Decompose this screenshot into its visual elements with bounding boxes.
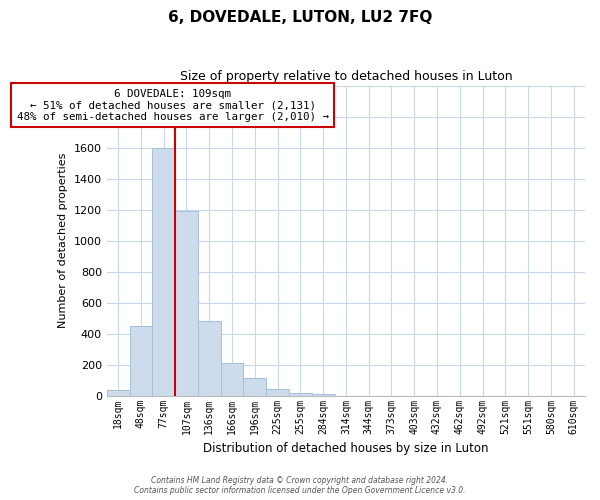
Bar	[198, 321, 221, 396]
X-axis label: Distribution of detached houses by size in Luton: Distribution of detached houses by size …	[203, 442, 488, 455]
Bar	[312, 394, 335, 396]
Bar	[289, 392, 312, 396]
Bar	[152, 148, 175, 396]
Text: 6 DOVEDALE: 109sqm
← 51% of detached houses are smaller (2,131)
48% of semi-deta: 6 DOVEDALE: 109sqm ← 51% of detached hou…	[17, 88, 329, 122]
Bar	[175, 211, 198, 396]
Bar	[266, 388, 289, 396]
Bar	[130, 326, 152, 396]
Text: 6, DOVEDALE, LUTON, LU2 7FQ: 6, DOVEDALE, LUTON, LU2 7FQ	[168, 10, 432, 25]
Y-axis label: Number of detached properties: Number of detached properties	[58, 153, 68, 328]
Bar	[221, 363, 244, 396]
Bar	[244, 378, 266, 396]
Bar	[107, 390, 130, 396]
Title: Size of property relative to detached houses in Luton: Size of property relative to detached ho…	[179, 70, 512, 83]
Text: Contains HM Land Registry data © Crown copyright and database right 2024.
Contai: Contains HM Land Registry data © Crown c…	[134, 476, 466, 495]
